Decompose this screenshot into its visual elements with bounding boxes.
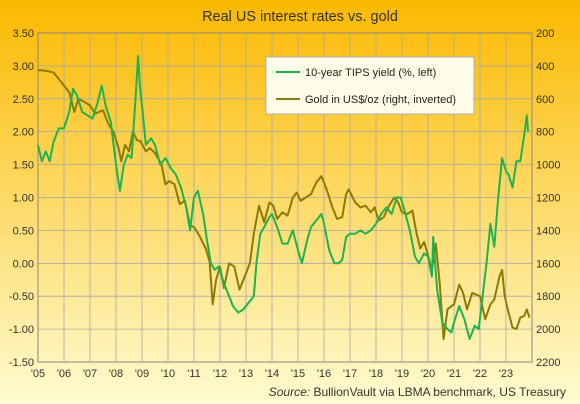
source-label: Source: [269,385,310,399]
legend-box [265,56,475,115]
y-right-tick-label: 1600 [536,258,560,270]
y-right-tick-label: 600 [536,94,554,106]
series-line-tips-yield [37,55,530,340]
x-tick-label: '20 [421,368,435,380]
source-note: Source: BullionVault via LBMA benchmark,… [269,385,566,399]
x-tick-label: '17 [343,368,357,380]
y-right-tick-label: 2000 [536,324,560,336]
y-left-tick-label: 2.00 [13,127,34,139]
x-tick-label: '23 [499,368,513,380]
axes: 3.50 3.00 2.50 2.00 1.50 1.00 0.50 0.00 -0.50 -1.… [9,28,561,380]
x-tick-label: '11 [187,368,201,380]
y-right-tick-label: 1400 [536,225,560,237]
x-tick-label: '10 [161,368,175,380]
plot-area [37,55,531,340]
y-left-tick-label: -1.50 [9,357,34,369]
legend-label-gold: Gold in US$/oz (right, inverted) [305,94,456,106]
source-text: BullionVault via LBMA benchmark, US Trea… [313,385,566,399]
y-right-tick-label: 200 [536,28,554,40]
x-tick-label: '15 [291,368,305,380]
y-left-tick-label: 2.50 [13,94,34,106]
x-tick-label: '05 [31,368,45,380]
legend: 10-year TIPS yield (%, left) Gold in US$… [265,56,475,115]
x-tick-label: '22 [473,368,487,380]
y-left-tick-label: 0.00 [13,258,34,270]
plot-border [37,32,533,363]
y-right-tick-label: 1200 [536,193,560,205]
y-right-tick-label: 400 [536,61,554,73]
y-right-tick-label: 2200 [536,357,560,369]
y-left-tick-label: 0.50 [13,225,34,237]
x-tick-label: '18 [369,368,383,380]
y-left-tick-label: 3.00 [13,61,34,73]
x-tick-label: '19 [395,368,409,380]
x-tick-label: '14 [265,368,279,380]
y-left-tick-label: -1.00 [9,324,34,336]
y-left-tick-label: 1.00 [13,193,34,205]
y-left-tick-label: 3.50 [13,28,34,40]
x-tick-label: '09 [135,368,149,380]
x-tick-label: '21 [447,368,461,380]
y-right-tick-label: 800 [536,127,554,139]
y-left-tick-label: -0.50 [9,291,34,303]
x-tick-label: '13 [239,368,253,380]
chart-title: Real US interest rates vs. gold [202,9,398,25]
series-line-gold-price [37,69,531,340]
x-tick-label: '08 [109,368,123,380]
x-tick-label: '06 [57,368,71,380]
y-left-tick-label: 1.50 [13,160,34,172]
y-right-tick-label: 1800 [536,291,560,303]
legend-label-tips: 10-year TIPS yield (%, left) [305,67,436,79]
x-tick-label: '07 [83,368,97,380]
x-tick-label: '12 [213,368,227,380]
x-tick-label: '16 [317,368,331,380]
y-right-tick-label: 1000 [536,160,560,172]
